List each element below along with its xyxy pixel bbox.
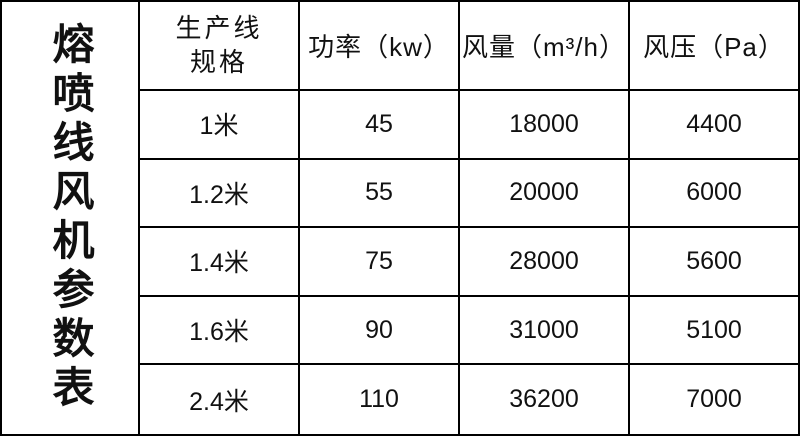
col-header-pressure: 风压（Pa） <box>630 2 798 91</box>
cell-airflow: 31000 <box>460 296 630 366</box>
cell-spec: 1.2米 <box>140 159 300 229</box>
table-grid: 生产线 规格 功率（kw） 风量（m³/h） 风压（Pa） 1米 45 1800… <box>140 2 798 434</box>
cell-airflow: 20000 <box>460 159 630 229</box>
cell-power: 55 <box>300 159 460 229</box>
cell-power: 110 <box>300 365 460 434</box>
col-header-spec: 生产线 规格 <box>140 2 300 91</box>
cell-pressure: 7000 <box>686 385 742 414</box>
cell-pressure: 4400 <box>630 91 798 160</box>
cell-pressure: 5100 <box>630 297 798 366</box>
cell-power: 90 <box>300 296 460 366</box>
cell-airflow: 36200 <box>460 365 630 434</box>
cell-pressure: 5600 <box>630 228 798 297</box>
col-header-power: 功率（kw） <box>300 2 460 91</box>
cell-spec: 1.6米 <box>140 296 300 366</box>
cell-airflow: 18000 <box>460 91 630 160</box>
col-header-spec-line2: 规格 <box>189 46 248 77</box>
cell-airflow: 28000 <box>460 228 630 297</box>
cell-spec: 1米 <box>140 91 300 160</box>
col-header-airflow: 风量（m³/h） <box>460 2 630 91</box>
cell-power: 45 <box>300 91 460 160</box>
cell-pressure: 6000 <box>630 160 798 229</box>
cell-power: 75 <box>300 228 460 297</box>
cell-spec: 1.4米 <box>140 228 300 297</box>
col-header-spec-text: 生产线 规格 <box>175 12 262 80</box>
table-title-vertical: 熔喷线风机参数表 <box>2 2 140 434</box>
cell-spec: 2.4米 <box>140 365 300 434</box>
col-header-spec-line1: 生产线 <box>175 12 263 43</box>
